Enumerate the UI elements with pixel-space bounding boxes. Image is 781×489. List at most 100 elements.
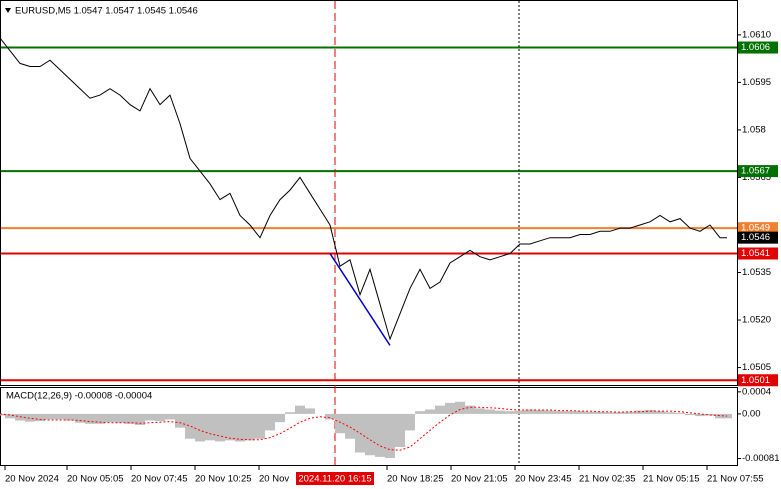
histogram-bar xyxy=(165,413,175,420)
y-tick-label: 1.0565 xyxy=(742,172,771,183)
histogram-bar xyxy=(515,410,525,414)
histogram-bar xyxy=(475,408,485,414)
histogram-bar xyxy=(325,413,335,420)
histogram-bar xyxy=(505,411,515,414)
histogram-bar xyxy=(625,411,635,414)
histogram-bar xyxy=(105,413,115,423)
histogram-bar xyxy=(445,402,455,414)
histogram-bar xyxy=(185,413,195,439)
level-label-box xyxy=(738,222,778,235)
x-tick-label: 21 Nov 05:15 xyxy=(643,474,700,485)
menu-icon xyxy=(5,8,11,13)
histogram-bar xyxy=(575,411,585,414)
histogram-bar xyxy=(595,411,605,414)
level-label-box xyxy=(738,165,778,178)
histogram-bar xyxy=(405,413,415,431)
signal-line xyxy=(0,406,728,451)
level-label: 1.0501 xyxy=(741,375,770,386)
histogram-bar xyxy=(645,410,655,414)
histogram-bar xyxy=(615,412,625,414)
histogram-bar xyxy=(395,413,405,447)
histogram-bar xyxy=(535,410,545,414)
histogram-bar xyxy=(375,413,385,457)
macd-title: MACD(12,26,9) -0.00008 -0.00004 xyxy=(6,391,152,402)
histogram-bar xyxy=(455,401,465,414)
level-label-box xyxy=(738,374,778,387)
y-tick-label: 1.0595 xyxy=(742,77,771,88)
histogram-bar xyxy=(65,413,75,421)
histogram-bar xyxy=(695,413,705,417)
histogram-bar xyxy=(135,413,145,425)
histogram-bar xyxy=(565,411,575,414)
histogram-bar xyxy=(35,413,45,422)
histogram-bar xyxy=(485,409,495,414)
y-tick-label: 1.0505 xyxy=(742,362,771,373)
histogram-bar xyxy=(215,413,225,442)
y-tick-label: 1.058 xyxy=(742,124,766,135)
trend-line xyxy=(329,253,391,346)
chart-title: EURUSD,M5 1.0547 1.0547 1.0545 1.0546 xyxy=(15,6,198,17)
y-tick-label: -0.00081 xyxy=(742,453,780,464)
histogram-bar xyxy=(345,413,355,439)
histogram-bar xyxy=(15,413,25,421)
histogram-bar xyxy=(585,411,595,414)
histogram-bar xyxy=(5,413,15,419)
histogram-bar xyxy=(25,413,35,422)
x-tick-label: 20 Nov 05:05 xyxy=(67,474,124,485)
histogram-bar xyxy=(555,411,565,414)
histogram-bar xyxy=(145,413,155,421)
level-label: 1.0541 xyxy=(741,248,770,259)
x-tick-label: 20 Nov 07:45 xyxy=(131,474,188,485)
histogram-bar xyxy=(305,408,315,414)
histogram-bar xyxy=(275,413,285,423)
histogram-bar xyxy=(495,410,505,414)
histogram-bar xyxy=(225,413,235,441)
level-label: 1.0606 xyxy=(741,42,770,53)
histogram-bar xyxy=(255,413,265,439)
histogram-bar xyxy=(125,413,135,424)
histogram-bar xyxy=(245,413,255,441)
histogram-bar xyxy=(385,413,395,458)
histogram-bar xyxy=(285,412,295,414)
histogram-bar xyxy=(95,413,105,424)
histogram-bar xyxy=(195,413,205,442)
histogram-bar xyxy=(0,413,5,416)
histogram-bar xyxy=(675,412,685,414)
x-tick-label: 21 Nov 07:55 xyxy=(707,474,764,485)
main-panel xyxy=(0,0,738,386)
histogram-bar xyxy=(465,405,475,414)
x-tick-label: 20 Nov 10:25 xyxy=(195,474,252,485)
level-label-box xyxy=(738,247,778,260)
level-label: 1.0567 xyxy=(741,166,770,177)
histogram-bar xyxy=(715,413,725,419)
histogram-bar xyxy=(205,413,215,441)
histogram-bar xyxy=(425,409,435,414)
current-price-label: 1.0546 xyxy=(741,232,770,243)
y-tick-label: 0.00 xyxy=(742,408,761,419)
histogram-bar xyxy=(415,411,425,414)
histogram-bar xyxy=(435,405,445,414)
time-highlight-label: 2024.11.20 16:15 xyxy=(298,474,371,485)
level-label-box xyxy=(738,41,778,54)
histogram-bar xyxy=(155,413,165,422)
histogram-bar xyxy=(365,413,375,456)
y-tick-label: 1.0520 xyxy=(742,315,771,326)
histogram-bar xyxy=(685,413,695,416)
y-tick-label: 0.0004 xyxy=(742,386,771,397)
histogram-bar xyxy=(75,413,85,423)
histogram-bar xyxy=(55,413,65,420)
x-tick-label: 20 Nov xyxy=(259,474,289,485)
x-tick-label: 20 Nov 23:45 xyxy=(515,474,572,485)
histogram-bar xyxy=(545,410,555,414)
histogram-bar xyxy=(635,410,645,414)
x-tick-label: 20 Nov 21:05 xyxy=(451,474,508,485)
histogram-bar xyxy=(605,412,615,414)
price-line xyxy=(0,37,727,341)
x-tick-label: 20 Nov 2024 xyxy=(5,474,59,485)
histogram-bar xyxy=(265,413,275,431)
y-tick-label: 1.0610 xyxy=(742,29,771,40)
histogram-bar xyxy=(665,412,675,414)
current-price-box xyxy=(738,231,778,244)
